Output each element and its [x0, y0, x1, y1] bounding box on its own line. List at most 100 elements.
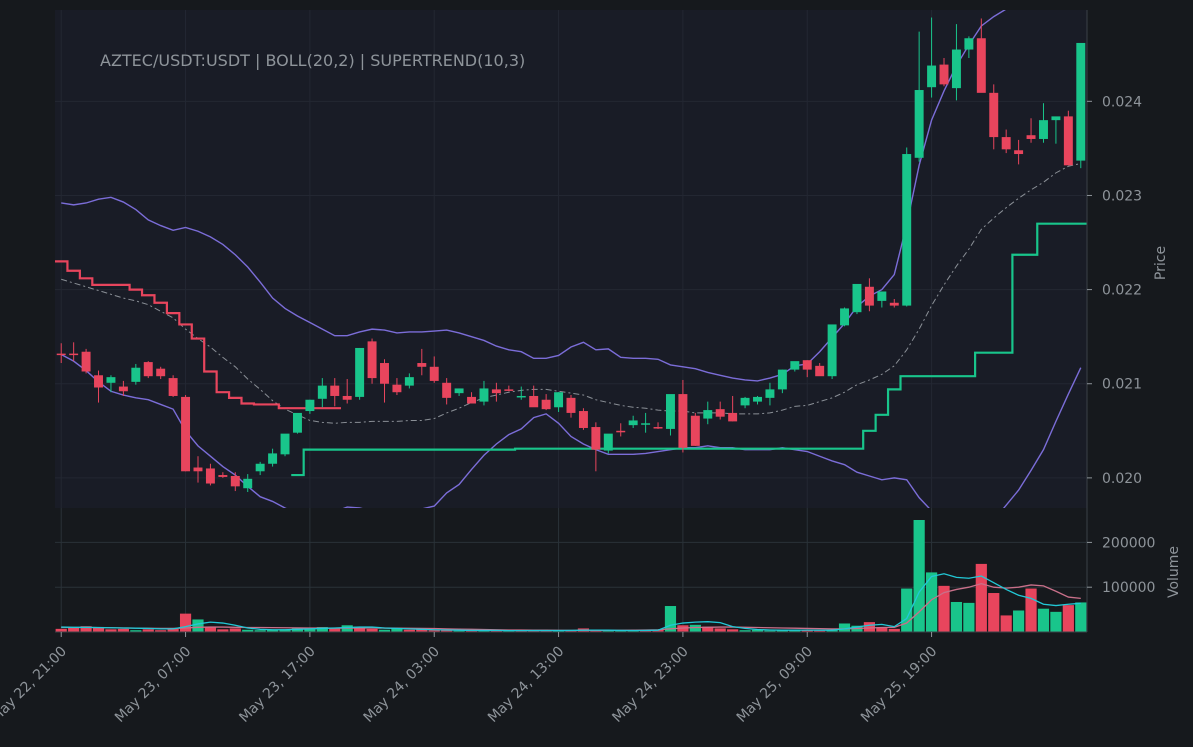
volume-bar: [155, 630, 167, 632]
candle-body: [777, 369, 787, 390]
candle-body: [292, 412, 302, 433]
candle-body: [131, 367, 141, 382]
volume-ma-fast: [61, 573, 1081, 632]
volume-bar: [291, 628, 304, 632]
candle-body: [181, 396, 191, 472]
candle-body: [753, 396, 762, 402]
candle-body: [268, 453, 278, 464]
candle-body: [740, 397, 750, 406]
candle-body: [566, 397, 576, 413]
candle-body: [603, 433, 613, 451]
volume-bar: [615, 630, 627, 632]
volume-bar: [105, 629, 117, 632]
price-tick-label: 0.022: [1102, 283, 1142, 299]
candle-body: [255, 463, 265, 472]
volume-bar: [925, 572, 938, 632]
candle-body: [765, 389, 775, 398]
volume-bar: [540, 630, 552, 632]
candle-body: [964, 38, 974, 50]
volume-bar: [789, 629, 801, 632]
candle-body: [280, 433, 290, 455]
candle-body: [218, 475, 228, 477]
volume-bar: [204, 626, 217, 632]
volume-bar: [1062, 605, 1074, 632]
volume-bar: [1000, 615, 1012, 632]
volume-bar: [441, 630, 453, 632]
candle-body: [578, 411, 588, 428]
candle-body: [467, 396, 477, 404]
volume-axis-label: Volume: [1166, 546, 1182, 598]
candle-body: [380, 363, 389, 384]
candle-body: [143, 362, 153, 377]
candle-body: [516, 395, 526, 398]
candle-body: [1014, 150, 1024, 155]
chart-title: AZTEC/USDT:USDT | BOLL(20,2) | SUPERTREN…: [100, 51, 525, 70]
candle-body: [156, 368, 166, 377]
candle-body: [703, 410, 713, 419]
candle-body: [1026, 135, 1036, 139]
volume-bar: [938, 585, 950, 632]
candle-body: [976, 38, 986, 93]
candle-body: [665, 394, 675, 429]
volume-bar: [366, 628, 378, 632]
volume-bar: [515, 630, 527, 632]
price-tick-label: 0.023: [1102, 188, 1142, 204]
volume-bar: [552, 630, 565, 632]
volume-bar: [1050, 611, 1062, 632]
volume-bar: [229, 628, 241, 632]
candle-body: [479, 388, 489, 402]
candle-body: [715, 409, 725, 417]
volume-tick-label: 100000: [1102, 580, 1155, 596]
volume-bar: [950, 601, 963, 632]
candle-body: [852, 283, 862, 313]
volume-bar: [888, 628, 900, 632]
candle-body: [429, 366, 439, 381]
volume-bar: [751, 629, 764, 632]
bollinger-middle: [61, 162, 1081, 424]
volume-bar: [640, 630, 652, 632]
price-tick-label: 0.021: [1102, 377, 1142, 393]
supertrend-up: [291, 222, 1087, 477]
candle-body: [951, 49, 961, 89]
volume-bar: [1037, 608, 1050, 632]
volume-bar: [242, 629, 254, 632]
volume-bar: [490, 630, 502, 632]
volume-bar: [739, 630, 751, 632]
volume-bar: [863, 622, 876, 632]
candle-body: [827, 324, 837, 377]
price-tick-label: 0.020: [1102, 471, 1142, 487]
candle-body: [1039, 120, 1048, 139]
candle-body: [902, 154, 912, 306]
candle-body: [243, 478, 253, 489]
volume-bar: [838, 623, 851, 632]
volume-bar: [254, 630, 266, 632]
volume-bar: [677, 625, 689, 632]
candle-body: [927, 65, 937, 88]
candle-body: [1051, 116, 1061, 121]
price-axis-label: Price: [1153, 246, 1169, 280]
volume-bar: [1025, 588, 1037, 632]
volume-bar: [1075, 602, 1087, 632]
candle-body: [1063, 116, 1073, 166]
candle-body: [678, 394, 688, 448]
volume-bar: [876, 627, 888, 632]
candle-body: [193, 467, 203, 472]
volume-bar: [92, 627, 105, 632]
supertrend-down: [55, 260, 341, 410]
volume-bar: [428, 630, 440, 632]
bollinger-lower: [60, 353, 1082, 508]
candle-body: [914, 90, 924, 158]
volume-bar: [664, 606, 677, 632]
candle-body: [864, 286, 874, 306]
volume-bar: [130, 630, 142, 632]
volume-bar: [192, 619, 204, 632]
candle-body: [504, 389, 514, 391]
candle-body: [554, 392, 564, 408]
volume-bar: [279, 629, 291, 632]
candle-body: [616, 430, 626, 433]
candle-body: [355, 347, 365, 397]
volume-bar: [378, 629, 391, 632]
candle-body: [404, 377, 414, 386]
